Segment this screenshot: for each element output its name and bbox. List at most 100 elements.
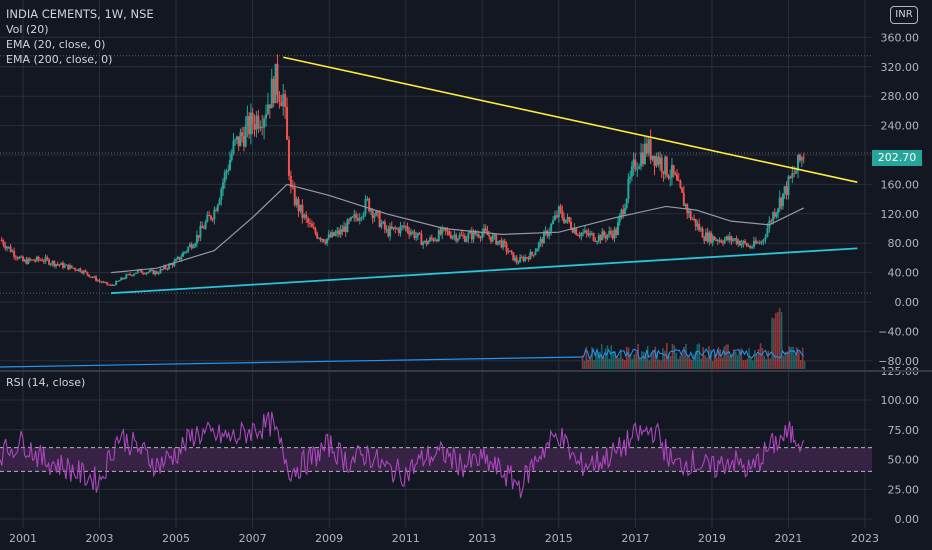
volume-bar	[696, 344, 699, 369]
candle-body	[647, 139, 650, 154]
candle-body	[693, 218, 696, 220]
candle-body	[301, 204, 304, 218]
candle-body	[484, 228, 487, 231]
candle-body	[389, 226, 392, 237]
time-tick-label: 2007	[239, 532, 267, 545]
price-tick-label: 40.00	[888, 267, 920, 280]
candle-body	[115, 281, 118, 286]
candle-body	[520, 257, 523, 259]
candle-body	[242, 136, 245, 147]
candle-body	[601, 231, 604, 241]
candle-body	[800, 157, 803, 161]
volume-bar	[752, 360, 754, 369]
volume-bar	[788, 346, 791, 369]
candle-body	[766, 228, 769, 237]
candle-body	[474, 231, 477, 235]
candle-body	[134, 272, 137, 275]
candle-body	[237, 136, 240, 147]
volume-bar	[700, 358, 703, 369]
candle-body	[145, 272, 148, 274]
volume-bar	[614, 351, 616, 369]
candle-body	[329, 234, 332, 238]
candle-body	[555, 215, 558, 218]
volume-bar	[673, 345, 676, 369]
ema-slow-legend[interactable]: EMA (200, close, 0)	[6, 53, 113, 66]
volume-bar	[780, 311, 783, 369]
volume-bar	[692, 354, 695, 369]
rsi-tick-label: 100.00	[881, 394, 920, 407]
volume-bar	[704, 355, 706, 369]
volume-bar	[711, 360, 714, 369]
candle-body	[132, 274, 135, 276]
volume-legend[interactable]: Vol (20)	[6, 23, 49, 36]
ema-fast-legend[interactable]: EMA (20, close, 0)	[6, 38, 106, 51]
candle-body	[284, 94, 287, 108]
price-tick-label: 240.00	[881, 120, 920, 133]
candle-body	[197, 235, 200, 238]
volume-bar	[702, 347, 704, 369]
candle-body	[360, 217, 363, 219]
candle-body	[437, 230, 440, 242]
candle-body	[611, 233, 614, 239]
candle-body	[620, 209, 623, 216]
rsi-legend[interactable]: RSI (14, close)	[6, 376, 86, 389]
time-tick-label: 2015	[545, 532, 573, 545]
candle-body	[446, 230, 449, 232]
candle-body	[537, 242, 540, 249]
candle-body	[276, 63, 279, 95]
candle-body	[542, 232, 545, 244]
candle-body	[180, 256, 183, 260]
candle-body	[636, 168, 639, 170]
volume-bar	[761, 348, 764, 369]
candle-body	[508, 250, 511, 252]
volume-bar	[658, 359, 660, 369]
currency-badge[interactable]: INR	[890, 6, 918, 24]
volume-bar	[771, 317, 773, 369]
candle-body	[643, 143, 646, 164]
candle-body	[206, 214, 209, 222]
candle-body	[356, 217, 359, 221]
volume-bar	[706, 357, 708, 369]
candle-body	[65, 264, 68, 266]
volume-bar	[631, 358, 634, 369]
upper-trendline	[283, 56, 858, 183]
volume-bar	[627, 347, 630, 369]
candle-body	[319, 238, 322, 240]
time-tick-label: 2017	[621, 532, 649, 545]
candle-body	[234, 139, 237, 141]
candle-body	[270, 78, 273, 109]
candle-body	[749, 245, 752, 248]
candle-body	[715, 239, 718, 241]
candle-body	[773, 212, 776, 217]
candle-body	[6, 247, 9, 249]
candle-body	[93, 276, 96, 278]
candle-body	[349, 217, 352, 221]
volume-bar	[650, 352, 653, 369]
candle-body	[58, 264, 61, 266]
candle-body	[525, 257, 528, 259]
candle-body	[737, 240, 740, 244]
candle-body	[239, 132, 242, 147]
volume-bar	[610, 345, 613, 369]
candle-body	[274, 63, 277, 104]
candle-body	[20, 256, 23, 258]
candle-body	[326, 238, 329, 244]
candle-body	[448, 231, 451, 236]
volume-bar	[591, 347, 593, 369]
candle-body	[679, 180, 682, 188]
candle-body	[576, 234, 579, 236]
candle-body	[467, 233, 470, 239]
candle-body	[710, 232, 713, 243]
candle-body	[469, 231, 472, 234]
candle-body	[255, 115, 258, 130]
candle-body	[527, 257, 530, 260]
rsi-indicator	[0, 411, 872, 499]
price-tick-label: 160.00	[881, 178, 920, 191]
volume-bar	[731, 354, 733, 369]
candle-body	[664, 156, 667, 174]
volume-bar	[654, 346, 657, 369]
candle-body	[56, 264, 59, 266]
candle-body	[280, 101, 283, 107]
volume-bar	[694, 351, 697, 369]
